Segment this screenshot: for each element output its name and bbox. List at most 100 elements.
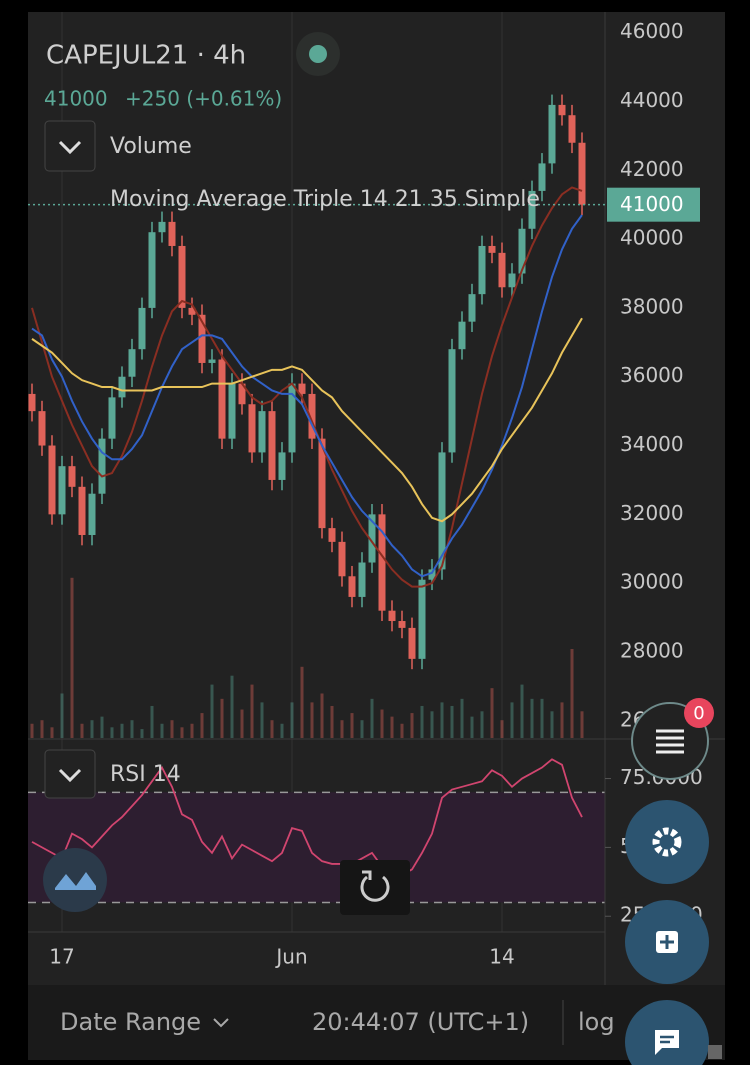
volume-toggle[interactable] — [44, 120, 96, 172]
candle-body — [228, 383, 236, 439]
last-price-box — [607, 187, 700, 222]
y-tick-label: 32000 — [620, 501, 684, 525]
candle-body — [498, 252, 506, 288]
volume-bar — [170, 720, 174, 738]
rsi-toggle[interactable] — [44, 749, 96, 799]
reset-icon — [360, 875, 390, 902]
volume-bar — [450, 705, 454, 738]
candle-body — [148, 232, 156, 308]
logo-button[interactable] — [43, 848, 107, 912]
candle-body — [218, 359, 226, 439]
reset-box[interactable] — [340, 860, 410, 915]
reset-button[interactable] — [340, 860, 410, 915]
volume-bar — [330, 705, 334, 738]
volume-bar — [580, 711, 584, 738]
clock: 20:44:07 (UTC+1) — [312, 1008, 529, 1036]
add-button[interactable] — [625, 900, 709, 984]
volume-bar — [50, 727, 54, 738]
candle-body — [458, 321, 466, 350]
candle-body — [578, 142, 586, 205]
volume-bar — [440, 702, 444, 738]
candle-body — [48, 445, 56, 515]
candle-body — [118, 376, 126, 398]
gear-hole — [663, 838, 671, 846]
candle-body — [28, 393, 36, 412]
candle-body — [358, 562, 366, 597]
volume-bar — [550, 711, 554, 738]
footer-bar — [28, 985, 725, 1060]
y-tick-label: 30000 — [620, 570, 684, 594]
volume-bar — [520, 684, 524, 738]
candle-body — [278, 452, 286, 480]
y-tick-label: 46000 — [620, 19, 684, 43]
candle-body — [198, 314, 206, 363]
volume-label: Volume — [110, 134, 192, 159]
candle-body — [128, 349, 136, 377]
candle-body — [348, 576, 356, 597]
volume-bar — [200, 713, 204, 738]
volume-bar — [130, 720, 134, 738]
candle-body — [208, 359, 216, 363]
volume-bar — [290, 702, 294, 738]
chat-button[interactable] — [625, 1000, 709, 1065]
volume-bar — [530, 698, 534, 738]
volume-bar — [160, 723, 164, 738]
volume-bar — [250, 684, 254, 738]
x-tick-label: Jun — [274, 945, 307, 969]
candle-body — [78, 486, 86, 535]
volume-bar — [500, 720, 504, 738]
candle-body — [238, 383, 246, 405]
candle-body — [538, 163, 546, 191]
volume-bar — [70, 577, 74, 738]
volume-bar — [260, 702, 264, 738]
log-toggle[interactable]: log — [578, 1008, 615, 1036]
candles — [28, 94, 586, 670]
logo-circle[interactable] — [43, 848, 107, 912]
candle-body — [38, 411, 46, 446]
volume-bar — [300, 666, 304, 738]
volume-bar — [510, 702, 514, 738]
candle-body — [188, 307, 196, 315]
volume-bar — [380, 709, 384, 738]
y-tick-label: 40000 — [620, 226, 684, 250]
last-price-label: 41000 — [620, 192, 684, 216]
rsi-band-fill — [28, 792, 605, 903]
badge-count: 0 — [693, 703, 704, 724]
volume-bar — [410, 713, 414, 738]
volume-bar — [150, 705, 154, 738]
volume-bar — [400, 723, 404, 738]
date-range[interactable]: Date Range — [60, 1008, 201, 1036]
candle-body — [268, 411, 276, 480]
volume-bar — [220, 698, 224, 738]
volume-bar — [470, 716, 474, 738]
toggle-box[interactable] — [44, 120, 96, 172]
volume-bar — [270, 720, 274, 738]
candle-body — [88, 493, 96, 535]
candle-body — [168, 221, 176, 246]
ma-lines — [31, 186, 583, 588]
candle-body — [308, 393, 316, 439]
symbol-title: CAPEJUL21 · 4h — [46, 41, 246, 71]
volume-bar — [80, 723, 84, 738]
settings-button[interactable] — [625, 800, 709, 884]
ma-line — [31, 214, 583, 578]
volume-bar — [560, 702, 564, 738]
volume-bar — [360, 720, 364, 738]
volume-bar — [320, 693, 324, 738]
y-tick-label: 34000 — [620, 432, 684, 456]
dropdown-icon — [213, 1018, 229, 1028]
reset-arrow — [362, 870, 372, 880]
y-tick-label: 38000 — [620, 294, 684, 318]
toggle-box[interactable] — [44, 749, 96, 799]
volume-bar — [540, 698, 544, 738]
volume-bar — [140, 729, 144, 738]
candle-body — [468, 294, 476, 322]
overlay: 41000 — [28, 187, 700, 222]
candle-body — [318, 438, 326, 529]
ma-label: Moving Average Triple 14 21 35 Simple — [110, 187, 540, 212]
candle-body — [428, 569, 436, 580]
y-tick-label: 44000 — [620, 88, 684, 112]
volume-bar — [340, 720, 344, 738]
candle-body — [258, 411, 266, 453]
